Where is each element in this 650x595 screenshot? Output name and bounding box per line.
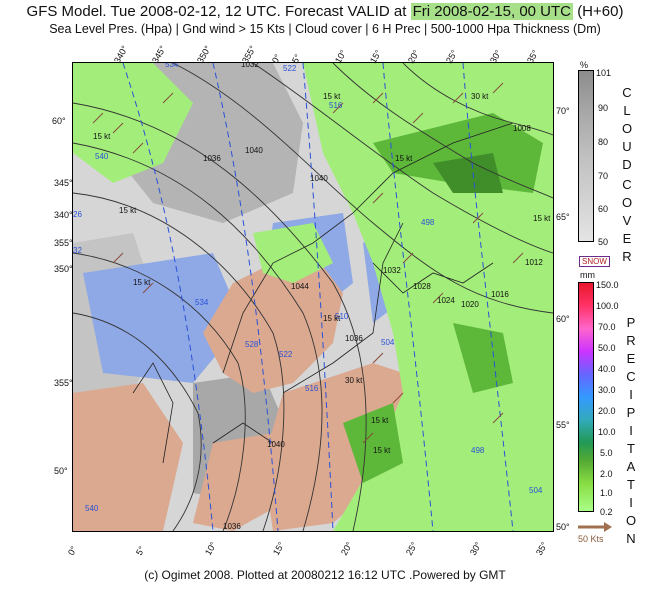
lon-tick: 25°: [404, 540, 420, 557]
wind-label: 15 kt: [119, 206, 137, 215]
snow-label: SNOW: [579, 256, 610, 267]
lat-tick: 50°: [54, 466, 68, 476]
map-title: GFS Model. Tue 2008-02-12, 12 UTC. Forec…: [0, 3, 650, 20]
wind-label: 15 kt: [323, 314, 341, 323]
pressure-labels: 1032 1036 1040 1040 1044 1036 1032 1028 …: [203, 63, 543, 531]
cloud-color-bar: [578, 70, 594, 242]
lat-tick: 65°: [556, 212, 570, 222]
pressure-label: 1024: [437, 296, 455, 305]
footer-credit: (c) Ogimet 2008. Plotted at 20080212 16:…: [144, 568, 506, 582]
lon-tick: 35°: [534, 540, 550, 557]
thickness-label: 522: [283, 64, 297, 73]
wind-label: 30 kt: [345, 376, 363, 385]
lon-tick: 20°: [339, 540, 355, 557]
lat-tick: 55°: [556, 420, 570, 430]
pressure-label: 1040: [267, 440, 285, 449]
precip-tick: 30.0: [598, 385, 616, 395]
cloud-tick: 70: [598, 171, 609, 181]
lat-tick: 350°: [54, 264, 73, 274]
thickness-labels: 534 522 516 540 498 534 528 522 510 504 …: [73, 63, 543, 513]
wind-label: 15 kt: [133, 278, 151, 287]
map-canvas: 1032 1036 1040 1040 1044 1036 1032 1028 …: [73, 63, 553, 531]
wind-label: 15 kt: [373, 446, 391, 455]
lat-tick: 355°: [54, 378, 73, 388]
pressure-label: 1040: [245, 146, 263, 155]
thickness-label: 522: [279, 350, 293, 359]
wind-scale-arrow-icon: [578, 522, 612, 532]
lon-tick: 0°: [66, 544, 79, 557]
thickness-label: 32: [73, 246, 82, 255]
cloud-tick: 60: [598, 204, 609, 214]
precip-legend-unit: mm: [580, 270, 595, 280]
cloud-legend-unit: %: [580, 60, 589, 70]
thickness-label: 504: [529, 486, 543, 495]
precip-tick: 40.0: [598, 364, 616, 374]
valid-time: Fri 2008-02-15, 00 UTC: [410, 3, 574, 20]
precip-tick: 150.0: [596, 280, 619, 290]
map-subtitle: Sea Level Pres. (Hpa) | Gnd wind > 15 Kt…: [49, 22, 601, 36]
lat-tick: 70°: [556, 106, 570, 116]
thickness-label: 516: [329, 101, 343, 110]
cloud-tick: 101: [596, 68, 612, 78]
title-prefix: GFS Model. Tue 2008-02-12, 12 UTC. Forec…: [26, 3, 407, 20]
lat-tick: 50°: [556, 522, 570, 532]
precip-tick: 0.2: [600, 507, 613, 517]
precip-tick: 1.0: [600, 488, 613, 498]
wind-label: 15 kt: [93, 132, 111, 141]
thickness-label: 510: [335, 312, 349, 321]
lat-tick: 355°: [54, 238, 73, 248]
cloud-tick: 90: [598, 103, 609, 113]
wind-labels: 15 kt 15 kt 15 kt 15 kt 30 kt 15 kt 15 k…: [93, 92, 551, 455]
pressure-label: 1032: [241, 63, 259, 69]
precip-tick: 100.0: [596, 301, 619, 311]
thickness-label: 540: [95, 152, 109, 161]
thickness-label: 498: [471, 446, 485, 455]
lat-tick: 340°: [54, 210, 73, 220]
pressure-label: 1040: [310, 174, 328, 183]
lead-time: (H+60): [577, 3, 624, 20]
thickness-label: 528: [245, 340, 259, 349]
thickness-label: 516: [305, 384, 319, 393]
lon-tick: 5°: [134, 544, 147, 557]
pressure-label: 1020: [461, 300, 479, 309]
precip-tick: 70.0: [598, 322, 616, 332]
precip-tick: 10.0: [598, 427, 616, 437]
thickness-label: 504: [381, 338, 395, 347]
thickness-label: 498: [421, 218, 435, 227]
lat-tick: 60°: [556, 314, 570, 324]
precip-tick: 20.0: [598, 406, 616, 416]
forecast-map: 1032 1036 1040 1040 1044 1036 1032 1028 …: [72, 62, 554, 532]
lat-tick: 60°: [52, 116, 66, 126]
pressure-label: 1036: [203, 154, 221, 163]
wind-label: 15 kt: [533, 214, 551, 223]
lon-tick: 15°: [271, 540, 287, 557]
pressure-label: 1032: [383, 266, 401, 275]
thickness-label: 26: [73, 210, 82, 219]
pressure-label: 1016: [491, 290, 509, 299]
precip-tick: 50.0: [598, 343, 616, 353]
precip-color-bar: [578, 282, 594, 512]
wind-scale-label: 50 Kts: [578, 534, 604, 544]
lon-tick: 30°: [468, 540, 484, 557]
precip-tick: 5.0: [600, 448, 613, 458]
pressure-label: 1036: [345, 334, 363, 343]
pressure-label: 1008: [513, 124, 531, 133]
wind-label: 15 kt: [371, 416, 389, 425]
pressure-label: 1036: [223, 522, 241, 531]
thickness-label: 534: [195, 298, 209, 307]
wind-label: 15 kt: [323, 92, 341, 101]
lat-tick: 345°: [54, 178, 73, 188]
pressure-label: 1044: [291, 282, 309, 291]
cloud-tick: 80: [598, 137, 609, 147]
wind-label: 15 kt: [395, 154, 413, 163]
thickness-label: 540: [85, 504, 99, 513]
wind-label: 30 kt: [471, 92, 489, 101]
lon-tick: 10°: [203, 540, 219, 557]
pressure-label: 1028: [413, 282, 431, 291]
pressure-label: 1012: [525, 258, 543, 267]
precip-tick: 2.0: [600, 469, 613, 479]
cloud-tick: 50: [598, 237, 609, 247]
thickness-label: 534: [165, 63, 179, 69]
